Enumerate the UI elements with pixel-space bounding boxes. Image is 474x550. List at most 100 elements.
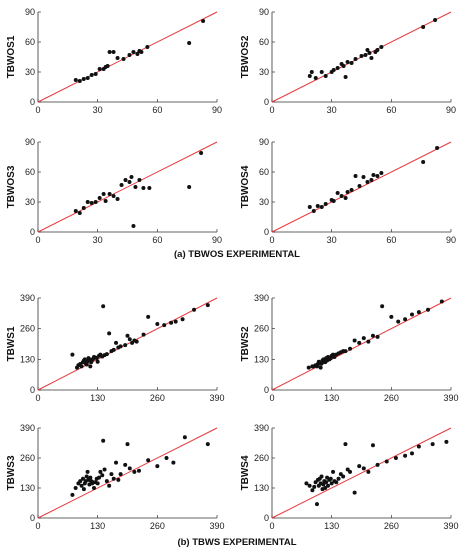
x-tick-label: 0	[269, 235, 274, 245]
data-point	[93, 72, 98, 76]
data-point	[104, 352, 109, 357]
data-point	[319, 474, 324, 479]
x-tick-label: 0	[35, 521, 40, 531]
data-point	[127, 337, 132, 342]
x-tick-label: 130	[324, 393, 339, 403]
scatter-panel-tbwos1: 0 30 60 90 0 30 60 90 TBWOS1	[6, 7, 222, 115]
data-point	[141, 186, 146, 190]
data-point	[335, 191, 340, 195]
y-axis-label: TBWS2	[240, 326, 251, 361]
y-tick-label: 130	[254, 483, 269, 493]
data-point	[331, 68, 336, 72]
data-point	[123, 178, 128, 182]
data-point	[409, 312, 414, 317]
x-tick-label: 60	[152, 235, 162, 245]
data-point	[370, 333, 375, 338]
data-point	[114, 460, 119, 465]
data-point	[111, 50, 116, 54]
x-tick-label: 260	[384, 393, 399, 403]
data-point	[146, 314, 151, 319]
caption-a: (a) TBWOS EXPERIMENTAL	[174, 249, 300, 260]
x-tick-label: 0	[269, 521, 274, 531]
data-point	[105, 64, 110, 68]
data-point	[325, 483, 330, 488]
data-point	[341, 474, 346, 479]
data-point	[324, 480, 329, 485]
x-tick-label: 130	[90, 521, 105, 531]
reference-line	[37, 427, 218, 519]
data-point	[107, 192, 112, 196]
y-tick-label: 260	[20, 453, 35, 463]
data-point	[131, 224, 136, 228]
data-point	[89, 201, 94, 205]
data-point	[365, 180, 370, 184]
x-tick-label: 260	[384, 521, 399, 531]
data-point	[430, 442, 435, 447]
data-point	[147, 186, 152, 190]
data-point	[339, 194, 344, 198]
data-point	[171, 460, 176, 465]
data-point	[73, 486, 78, 490]
data-point	[361, 336, 366, 341]
data-point	[304, 481, 309, 486]
data-point	[433, 18, 438, 22]
data-point	[103, 199, 108, 203]
data-point	[426, 307, 431, 312]
data-point	[331, 199, 336, 203]
data-point	[155, 321, 160, 326]
y-axis-label: TBWS1	[6, 326, 17, 361]
data-point	[173, 319, 178, 324]
x-tick-label: 30	[93, 105, 103, 115]
data-point	[416, 310, 421, 315]
data-point	[139, 50, 144, 54]
y-tick-label: 130	[254, 354, 269, 364]
data-point	[379, 171, 384, 175]
data-point	[336, 476, 341, 481]
data-point	[169, 320, 174, 325]
data-point	[137, 178, 142, 182]
data-point	[310, 488, 315, 493]
y-tick-label: 30	[25, 197, 35, 207]
data-point	[78, 479, 83, 484]
data-point	[416, 444, 421, 449]
data-point	[393, 456, 398, 460]
data-point	[104, 479, 109, 484]
data-point	[111, 194, 116, 198]
x-tick-label: 60	[386, 105, 396, 115]
data-point	[205, 303, 210, 308]
data-point	[345, 190, 350, 194]
data-point	[341, 64, 346, 68]
data-point	[307, 74, 312, 78]
y-axis-label: TBWS4	[240, 455, 251, 490]
data-point	[119, 183, 124, 187]
data-point	[314, 502, 319, 507]
y-tick-label: 390	[254, 423, 269, 433]
data-point	[334, 480, 339, 485]
data-point	[306, 365, 311, 370]
y-tick-label: 0	[264, 385, 269, 395]
x-tick-label: 260	[150, 393, 165, 403]
data-point	[123, 343, 128, 348]
data-point	[95, 359, 100, 364]
data-point	[123, 462, 128, 467]
data-point	[95, 481, 100, 486]
data-point	[349, 61, 354, 65]
data-point	[403, 317, 408, 322]
data-point	[85, 469, 90, 474]
data-point	[146, 458, 151, 463]
x-tick-label: 90	[446, 235, 456, 245]
data-point	[357, 340, 362, 345]
data-point	[366, 339, 371, 344]
data-point	[348, 469, 353, 474]
reference-line	[271, 141, 452, 233]
data-point	[101, 438, 106, 443]
x-tick-label: 260	[150, 521, 165, 531]
data-point	[371, 173, 376, 177]
data-point	[111, 476, 116, 481]
data-point	[409, 451, 414, 456]
scatter-panel-tbws4: 0 130 260 390 0 130 260 390 TBWS4	[240, 423, 459, 531]
data-point	[97, 196, 102, 200]
data-point	[312, 484, 317, 489]
data-point	[84, 474, 89, 479]
data-point	[348, 346, 353, 351]
